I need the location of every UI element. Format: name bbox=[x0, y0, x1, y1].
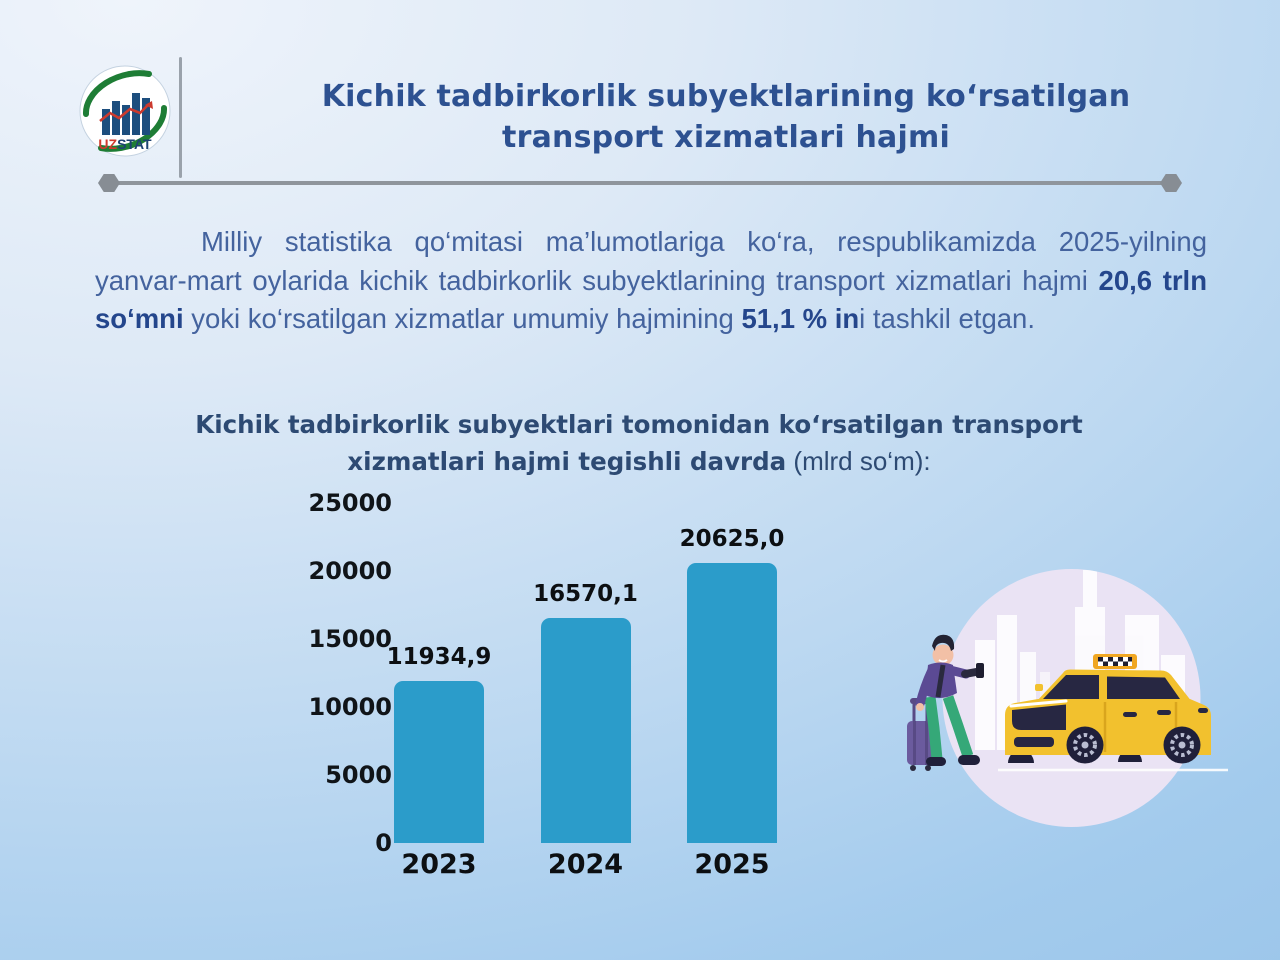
y-tick-label: 15000 bbox=[308, 625, 393, 653]
intro-highlight-volume: 20,6 trln so‘mni bbox=[95, 264, 1207, 335]
bar-value-label: 20625,0 bbox=[679, 525, 785, 552]
svg-text:UZSTAT: UZSTAT bbox=[98, 136, 152, 152]
door-handle bbox=[1123, 712, 1137, 717]
bar-category-label: 2024 bbox=[547, 849, 624, 880]
chart-bar bbox=[394, 680, 484, 843]
y-tick-label: 10000 bbox=[308, 693, 393, 721]
y-tick-label: 20000 bbox=[308, 557, 393, 585]
bar-category-label: 2025 bbox=[694, 849, 770, 880]
chart-title-line2-bold: xizmatlari hajmi tegishli davrda bbox=[347, 447, 787, 476]
logo-uz-text: UZ bbox=[98, 136, 117, 152]
chart-title-line1: Kichik tadbirkorlik subyektlari tomonida… bbox=[195, 410, 1083, 439]
page-title-line1: Kichik tadbirkorlik subyektlarining ko‘r… bbox=[321, 79, 1131, 114]
rule-end-hexagon-right bbox=[1160, 174, 1182, 192]
bar-value-label: 16570,1 bbox=[533, 580, 638, 607]
page-title: Kichik tadbirkorlik subyektlarining ko‘r… bbox=[205, 76, 1247, 158]
intro-segment: Milliy statistika qo‘mitasi ma’lumotlari… bbox=[95, 226, 1207, 296]
intro-paragraph: Milliy statistika qo‘mitasi ma’lumotlari… bbox=[95, 223, 1207, 339]
bar-value-label: 11934,9 bbox=[386, 643, 492, 670]
intro-highlight-percent: 51,1 % in bbox=[741, 303, 860, 334]
chart-title-line2: xizmatlari hajmi tegishli davrda (mlrd s… bbox=[0, 443, 1278, 480]
header-vertical-divider bbox=[179, 57, 182, 178]
intro-segment: yoki ko‘rsatilgan xizmatlar umumiy hajmi… bbox=[183, 303, 742, 334]
taxi bbox=[1005, 654, 1211, 764]
logo-stat-text: STAT bbox=[117, 136, 152, 152]
y-tick-label: 0 bbox=[375, 829, 392, 857]
person bbox=[915, 634, 984, 766]
uzstat-logo: UZSTAT bbox=[77, 64, 173, 160]
grille bbox=[1012, 704, 1066, 730]
rule-line bbox=[107, 181, 1173, 185]
uzstat-logo-icon: UZSTAT bbox=[79, 65, 171, 157]
rear-window bbox=[1107, 676, 1180, 699]
chart-title: Kichik tadbirkorlik subyektlari tomonida… bbox=[0, 407, 1278, 480]
headlight bbox=[1009, 699, 1068, 708]
bar-chart: 0 5000 10000 15000 20000 25000 11934,9 2023 1657… bbox=[300, 488, 845, 890]
chart-bar bbox=[540, 617, 631, 843]
chart-title-unit: (mlrd so‘m): bbox=[786, 446, 931, 476]
phone bbox=[976, 663, 984, 678]
taxi-illustration-icon bbox=[907, 569, 1228, 827]
page-title-line2: transport xizmatlari hajmi bbox=[502, 120, 950, 155]
y-tick-label: 25000 bbox=[308, 489, 393, 517]
chart-bar bbox=[687, 562, 777, 843]
intro-segment: i tashkil etgan. bbox=[859, 303, 1035, 334]
bar-category-label: 2023 bbox=[401, 849, 477, 880]
rule-end-hexagon-left bbox=[98, 174, 120, 192]
y-tick-label: 5000 bbox=[325, 761, 392, 789]
door-handle bbox=[1157, 710, 1171, 715]
taxi-illustration bbox=[880, 552, 1230, 852]
header-rule bbox=[98, 174, 1182, 192]
windshield bbox=[1043, 675, 1099, 699]
